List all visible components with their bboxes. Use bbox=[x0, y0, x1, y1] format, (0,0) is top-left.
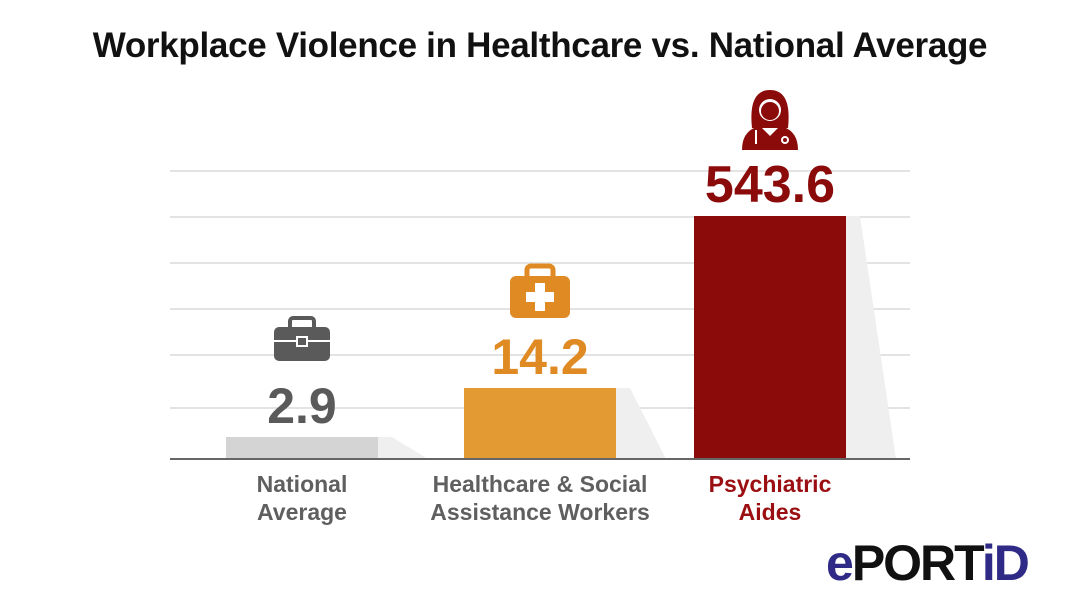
category-label-line: Assistance Workers bbox=[430, 499, 650, 525]
category-label: Psychiatric Aides bbox=[640, 470, 900, 526]
briefcase-icon bbox=[274, 316, 330, 361]
data-label: 14.2 bbox=[491, 329, 588, 385]
category-label-line: Healthcare & Social bbox=[432, 471, 648, 497]
bar bbox=[694, 216, 846, 459]
bar-shadow bbox=[846, 216, 896, 459]
category-label-line: Psychiatric bbox=[708, 471, 832, 497]
category-label-line: Aides bbox=[738, 499, 802, 525]
bar-shadow bbox=[616, 388, 666, 459]
bar bbox=[464, 388, 616, 459]
category-label: National Average bbox=[172, 470, 432, 526]
bar bbox=[226, 437, 378, 459]
healthcare-worker-icon bbox=[742, 90, 798, 150]
eportid-logo: ePORTiD bbox=[826, 535, 1030, 591]
data-label: 543.6 bbox=[705, 156, 835, 214]
category-label: Healthcare & Social Assistance Workers bbox=[410, 470, 670, 526]
category-label-line: National bbox=[256, 471, 348, 497]
bar-shadow bbox=[378, 437, 428, 459]
chart-title: Workplace Violence in Healthcare vs. Nat… bbox=[92, 26, 988, 65]
category-label-line: Average bbox=[257, 499, 347, 525]
first-aid-kit-icon bbox=[510, 263, 570, 318]
data-label: 2.9 bbox=[267, 378, 337, 434]
